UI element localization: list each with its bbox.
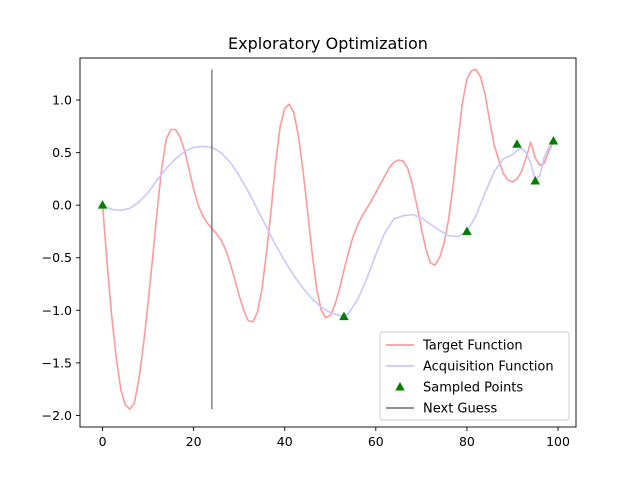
y-tick-label: 0.5 <box>52 145 72 160</box>
sampled-point <box>462 226 472 235</box>
legend-box <box>379 331 570 421</box>
legend-swatch-sampled-points <box>395 382 405 391</box>
axes-layer: 0 20 40 60 80 100 −2.0 −1.5 −1.0 −0.5 0.0 0.5 1.0 <box>42 57 577 449</box>
sampled-point <box>548 136 559 145</box>
x-tick-label: 60 <box>368 434 384 449</box>
sampled-point <box>339 311 349 321</box>
y-tick-label: −1.5 <box>42 355 72 370</box>
sampled-point <box>530 176 540 185</box>
legend: Target Function Acquisition Function Sampl… <box>379 331 570 421</box>
axes-frame <box>79 57 577 428</box>
sampled-point <box>512 139 522 148</box>
series-line-acquisition-function <box>102 141 555 318</box>
y-tick-label: −1.0 <box>42 303 72 318</box>
x-tick-label: 20 <box>186 434 202 449</box>
legend-label-next-guess: Next Guess <box>423 402 498 417</box>
y-tick-label: 0.0 <box>52 198 72 213</box>
series-line-target-function <box>101 68 555 410</box>
legend-label-sampled-points: Sampled Points <box>423 381 523 396</box>
x-tick-label: 40 <box>277 434 293 449</box>
x-tick-label: 0 <box>99 434 107 449</box>
y-tick-label: −2.0 <box>42 408 72 423</box>
plot-area <box>97 68 559 410</box>
legend-label-acquisition-function: Acquisition Function <box>423 360 554 375</box>
x-tick-label: 80 <box>459 434 475 449</box>
sampled-point <box>97 200 108 209</box>
legend-label-target-function: Target Function <box>422 339 523 354</box>
y-tick-label: 1.0 <box>52 93 72 108</box>
y-tick-label: −0.5 <box>42 250 72 265</box>
x-tick-label: 100 <box>546 434 570 449</box>
chart-title: Exploratory Optimization <box>228 34 428 53</box>
